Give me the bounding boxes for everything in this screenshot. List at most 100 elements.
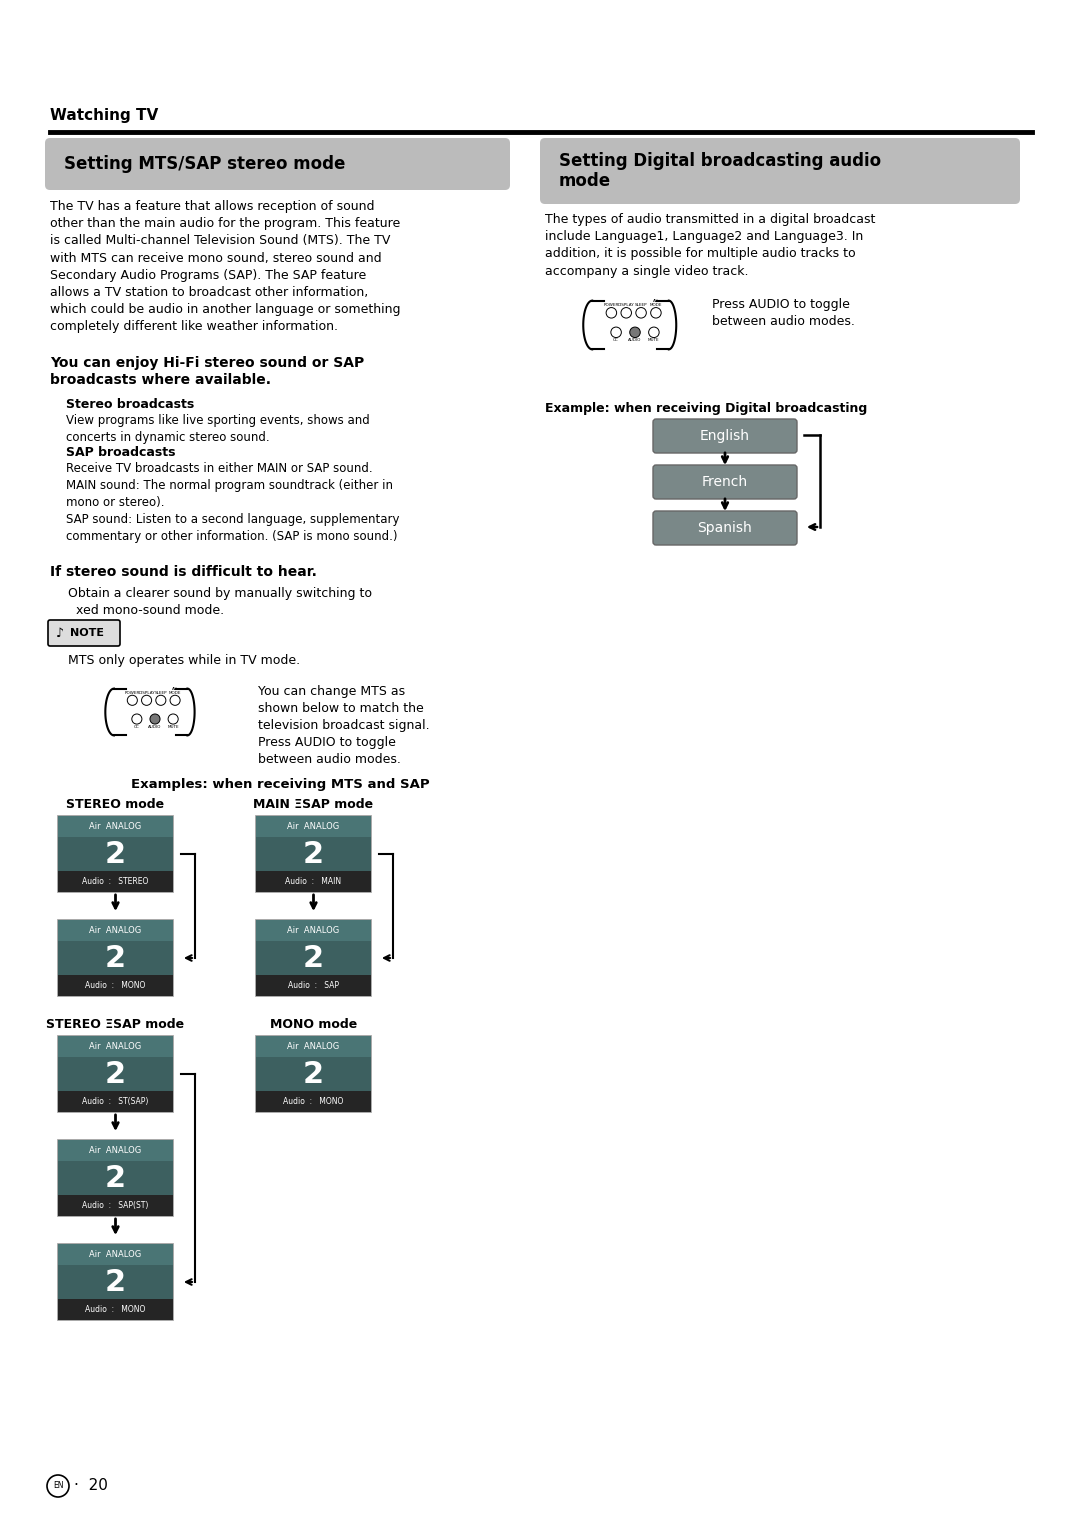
FancyBboxPatch shape (540, 138, 1020, 205)
Text: 2: 2 (105, 840, 126, 869)
FancyBboxPatch shape (58, 1057, 173, 1091)
FancyBboxPatch shape (58, 1299, 173, 1320)
Circle shape (621, 307, 632, 318)
Text: 2: 2 (105, 1060, 126, 1089)
Text: POWER: POWER (124, 691, 140, 695)
Circle shape (168, 714, 178, 724)
FancyBboxPatch shape (58, 920, 173, 996)
FancyBboxPatch shape (58, 975, 173, 996)
Text: French: French (702, 475, 748, 489)
Text: Audio  :   MONO: Audio : MONO (85, 981, 146, 990)
Text: Press AUDIO to toggle
between audio modes.: Press AUDIO to toggle between audio mode… (712, 298, 855, 329)
Text: Watching TV: Watching TV (50, 108, 159, 122)
Text: English: English (700, 429, 750, 443)
Text: 2: 2 (302, 944, 324, 973)
FancyBboxPatch shape (653, 419, 797, 452)
Text: EN: EN (53, 1482, 64, 1490)
Text: 2: 2 (302, 1060, 324, 1089)
Text: Audio  :   MONO: Audio : MONO (283, 1097, 343, 1106)
FancyBboxPatch shape (58, 1140, 173, 1216)
Text: If stereo sound is difficult to hear.: If stereo sound is difficult to hear. (50, 565, 316, 579)
Text: You can enjoy Hi-Fi stereo sound or SAP
broadcasts where available.: You can enjoy Hi-Fi stereo sound or SAP … (50, 356, 364, 387)
Text: CC: CC (613, 338, 619, 342)
Circle shape (636, 307, 646, 318)
Text: Stereo broadcasts: Stereo broadcasts (66, 397, 194, 411)
Text: DISPLAY: DISPLAY (618, 303, 635, 307)
Text: Spanish: Spanish (698, 521, 753, 535)
FancyBboxPatch shape (58, 837, 173, 871)
Circle shape (141, 695, 151, 706)
Text: MTS only operates while in TV mode.: MTS only operates while in TV mode. (68, 654, 300, 668)
FancyBboxPatch shape (256, 975, 372, 996)
Text: Air  ANALOG: Air ANALOG (90, 926, 141, 935)
FancyBboxPatch shape (58, 1036, 173, 1057)
Text: Audio  :   SAP: Audio : SAP (288, 981, 339, 990)
FancyBboxPatch shape (256, 1036, 372, 1057)
Text: The types of audio transmitted in a digital broadcast
include Language1, Languag: The types of audio transmitted in a digi… (545, 212, 876, 278)
FancyBboxPatch shape (58, 1140, 173, 1161)
Text: MONO mode: MONO mode (270, 1018, 357, 1031)
FancyBboxPatch shape (256, 920, 372, 941)
FancyBboxPatch shape (45, 138, 510, 189)
Circle shape (132, 714, 141, 724)
Circle shape (606, 307, 617, 318)
Circle shape (630, 327, 640, 338)
Circle shape (650, 307, 661, 318)
FancyBboxPatch shape (256, 1057, 372, 1091)
FancyBboxPatch shape (58, 941, 173, 975)
FancyBboxPatch shape (256, 837, 372, 871)
Text: Air  ANALOG: Air ANALOG (90, 822, 141, 831)
Text: AUDIO: AUDIO (148, 724, 162, 729)
Text: 2: 2 (105, 1164, 126, 1193)
FancyBboxPatch shape (256, 816, 372, 837)
Circle shape (649, 327, 659, 338)
FancyBboxPatch shape (653, 465, 797, 500)
Text: ♪: ♪ (56, 626, 64, 640)
FancyBboxPatch shape (256, 1036, 372, 1112)
FancyBboxPatch shape (58, 1195, 173, 1216)
Text: View programs like live sporting events, shows and
concerts in dynamic stereo so: View programs like live sporting events,… (66, 414, 369, 445)
Text: 2: 2 (302, 840, 324, 869)
Text: 2: 2 (105, 1268, 126, 1297)
FancyBboxPatch shape (256, 1091, 372, 1112)
FancyBboxPatch shape (653, 510, 797, 545)
Text: CC: CC (134, 724, 139, 729)
FancyBboxPatch shape (58, 920, 173, 941)
FancyBboxPatch shape (58, 1161, 173, 1195)
Text: Obtain a clearer sound by manually switching to
  xed mono-sound mode.: Obtain a clearer sound by manually switc… (68, 587, 372, 617)
Circle shape (156, 695, 166, 706)
FancyBboxPatch shape (58, 1244, 173, 1320)
Text: SLEEP: SLEEP (154, 691, 167, 695)
FancyBboxPatch shape (48, 620, 120, 646)
Text: Receive TV broadcasts in either MAIN or SAP sound.
MAIN sound: The normal progra: Receive TV broadcasts in either MAIN or … (66, 461, 400, 542)
Text: Setting Digital broadcasting audio
mode: Setting Digital broadcasting audio mode (559, 151, 881, 191)
Text: Audio  :   STEREO: Audio : STEREO (82, 877, 149, 886)
Text: AV
MODE: AV MODE (650, 299, 662, 307)
FancyBboxPatch shape (58, 816, 173, 837)
FancyBboxPatch shape (58, 1036, 173, 1112)
Text: Air  ANALOG: Air ANALOG (90, 1250, 141, 1259)
Text: Air  ANALOG: Air ANALOG (287, 1042, 339, 1051)
Text: Examples: when receiving MTS and SAP: Examples: when receiving MTS and SAP (131, 778, 430, 792)
Text: AUDIO: AUDIO (629, 338, 642, 342)
Text: POWER: POWER (604, 303, 619, 307)
Text: STEREO ΞSAP mode: STEREO ΞSAP mode (46, 1018, 185, 1031)
Circle shape (150, 714, 160, 724)
Text: Air  ANALOG: Air ANALOG (287, 926, 339, 935)
Text: DISPLAY: DISPLAY (138, 691, 154, 695)
Text: Audio  :   MAIN: Audio : MAIN (285, 877, 341, 886)
Text: MAIN ΞSAP mode: MAIN ΞSAP mode (254, 798, 374, 811)
Text: MUTE: MUTE (648, 338, 660, 342)
Text: Setting MTS/SAP stereo mode: Setting MTS/SAP stereo mode (64, 154, 346, 173)
Circle shape (127, 695, 137, 706)
Circle shape (611, 327, 621, 338)
Text: Audio  :   ST(SAP): Audio : ST(SAP) (82, 1097, 149, 1106)
Text: ·  20: · 20 (75, 1479, 108, 1493)
Text: Air  ANALOG: Air ANALOG (90, 1042, 141, 1051)
Text: 2: 2 (105, 944, 126, 973)
Text: SAP broadcasts: SAP broadcasts (66, 446, 175, 458)
FancyBboxPatch shape (256, 816, 372, 892)
FancyBboxPatch shape (256, 871, 372, 892)
FancyBboxPatch shape (256, 920, 372, 996)
Text: Air  ANALOG: Air ANALOG (287, 822, 339, 831)
